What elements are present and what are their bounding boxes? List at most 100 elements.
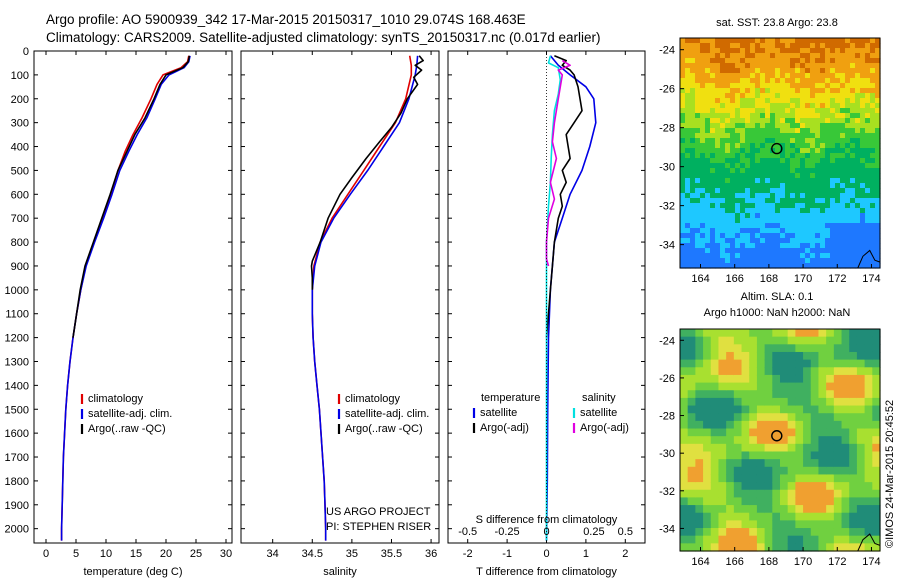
sst-map-cell: [830, 68, 836, 74]
sst-map-cell: [725, 173, 731, 179]
sst-map-cell: [715, 263, 721, 269]
sla-map-cell: [680, 359, 689, 368]
sla-map-cell: [772, 543, 781, 552]
sst-map-cell: [770, 188, 776, 194]
sst-map-cell: [875, 213, 881, 219]
sla-map-cell: [795, 329, 804, 338]
sst-map-cell: [740, 188, 746, 194]
sst-map-cell: [750, 88, 756, 94]
sla-map-cell: [680, 466, 689, 476]
sst-map-cell: [690, 133, 696, 139]
sla-map-subtitle: Argo h1000: NaN h2000: NaN: [704, 307, 851, 319]
difference-legend-label: satellite: [580, 407, 617, 419]
sst-map-cell: [840, 163, 846, 169]
sst-map-cell: [855, 178, 861, 184]
sla-map-cell: [826, 489, 835, 499]
sst-map-cell: [755, 58, 761, 64]
sst-map-cell: [855, 243, 861, 249]
sst-map-cell: [760, 58, 766, 64]
sla-map-cell: [841, 351, 850, 361]
sst-map-cell: [845, 63, 851, 69]
sla-map-cell: [818, 374, 827, 384]
sst-map-cell: [765, 248, 771, 254]
sst-map-cell: [720, 63, 726, 69]
sst-map-cell: [830, 148, 836, 154]
sla-map-cell: [856, 359, 866, 368]
sla-map-cell: [764, 505, 773, 514]
sst-map-cell: [850, 168, 856, 174]
sst-map-cell: [800, 98, 806, 104]
sst-map-cell: [700, 103, 706, 109]
sst-map-cell: [755, 218, 761, 224]
sla-map-cell: [710, 505, 720, 514]
sst-map-cell: [830, 138, 836, 144]
sst-map-cell: [850, 213, 856, 219]
sst-map-cell: [835, 193, 841, 199]
sst-map-cell: [780, 143, 786, 149]
sst-map-cell: [715, 183, 721, 189]
sst-map-cell: [685, 128, 691, 134]
sla-map-cell: [795, 367, 804, 376]
sla-map-cell: [718, 336, 727, 345]
sla-map-cell: [787, 359, 796, 368]
sst-map-cell: [720, 203, 726, 209]
sla-map-cell: [687, 382, 696, 391]
sst-map-cell: [840, 203, 846, 209]
sla-map-cell: [680, 512, 689, 521]
sla-map-cell: [687, 497, 696, 506]
sst-map-cell: [680, 168, 686, 174]
sst-map-cell: [860, 38, 866, 44]
sst-map-cell: [815, 98, 821, 104]
sst-map-cell: [865, 248, 871, 254]
sla-map-cell: [741, 535, 750, 544]
sst-map-cell: [820, 253, 826, 259]
sst-map-cell: [770, 178, 776, 184]
sst-map-cell: [740, 88, 746, 94]
sst-map-cell: [785, 233, 791, 239]
sla-map-cell: [826, 420, 835, 430]
sst-map-cell: [740, 228, 746, 234]
sst-map-cell: [855, 188, 861, 194]
sst-map-cell: [735, 123, 741, 129]
sla-map-cell: [872, 497, 881, 506]
sla-map-cell: [718, 474, 727, 483]
sla-map-cell: [703, 459, 712, 468]
sst-map-cell: [780, 88, 786, 94]
sla-map-cell: [818, 329, 827, 338]
sst-map-cell: [690, 143, 696, 149]
sst-map-cell: [685, 163, 691, 169]
sst-map-cell: [690, 123, 696, 129]
sst-map-cell: [700, 48, 706, 54]
sst-map-cell: [795, 38, 801, 44]
sst-map-cell: [700, 73, 706, 79]
sst-map-cell: [750, 258, 756, 264]
sst-map-cell: [725, 123, 731, 129]
sst-map-cell: [725, 178, 731, 184]
sst-map-cell: [755, 173, 761, 179]
difference-series-salinity-argo-adj-: [545, 59, 571, 267]
salinity-plot-frame: [240, 50, 440, 544]
sla-map-cell: [864, 405, 873, 414]
sst-map-cell: [810, 248, 816, 254]
sla-map-cell: [849, 351, 858, 361]
sla-map-cell: [849, 520, 858, 529]
sst-map-cell: [790, 218, 796, 224]
sst-map-cell: [870, 73, 876, 79]
sst-map-cell: [760, 173, 766, 179]
sst-map-cell: [695, 103, 701, 109]
sst-map-cell: [790, 128, 796, 134]
sla-map-cell: [726, 428, 735, 437]
sst-map-cell: [825, 58, 831, 64]
sst-map-cell: [830, 253, 836, 259]
sst-map-cell: [780, 238, 786, 244]
sst-map-cell: [785, 253, 791, 259]
sla-map-cell: [872, 436, 881, 445]
sst-map-cell: [705, 113, 711, 119]
sst-map-cell: [855, 43, 861, 49]
sst-map-cell: [870, 198, 876, 204]
climatology-title: Climatology: CARS2009. Satellite-adjuste…: [46, 30, 601, 45]
sla-map-cell: [780, 382, 789, 391]
sst-map-cell: [850, 153, 856, 159]
sla-map-cell: [833, 482, 843, 491]
sla-map-cell: [756, 382, 766, 391]
